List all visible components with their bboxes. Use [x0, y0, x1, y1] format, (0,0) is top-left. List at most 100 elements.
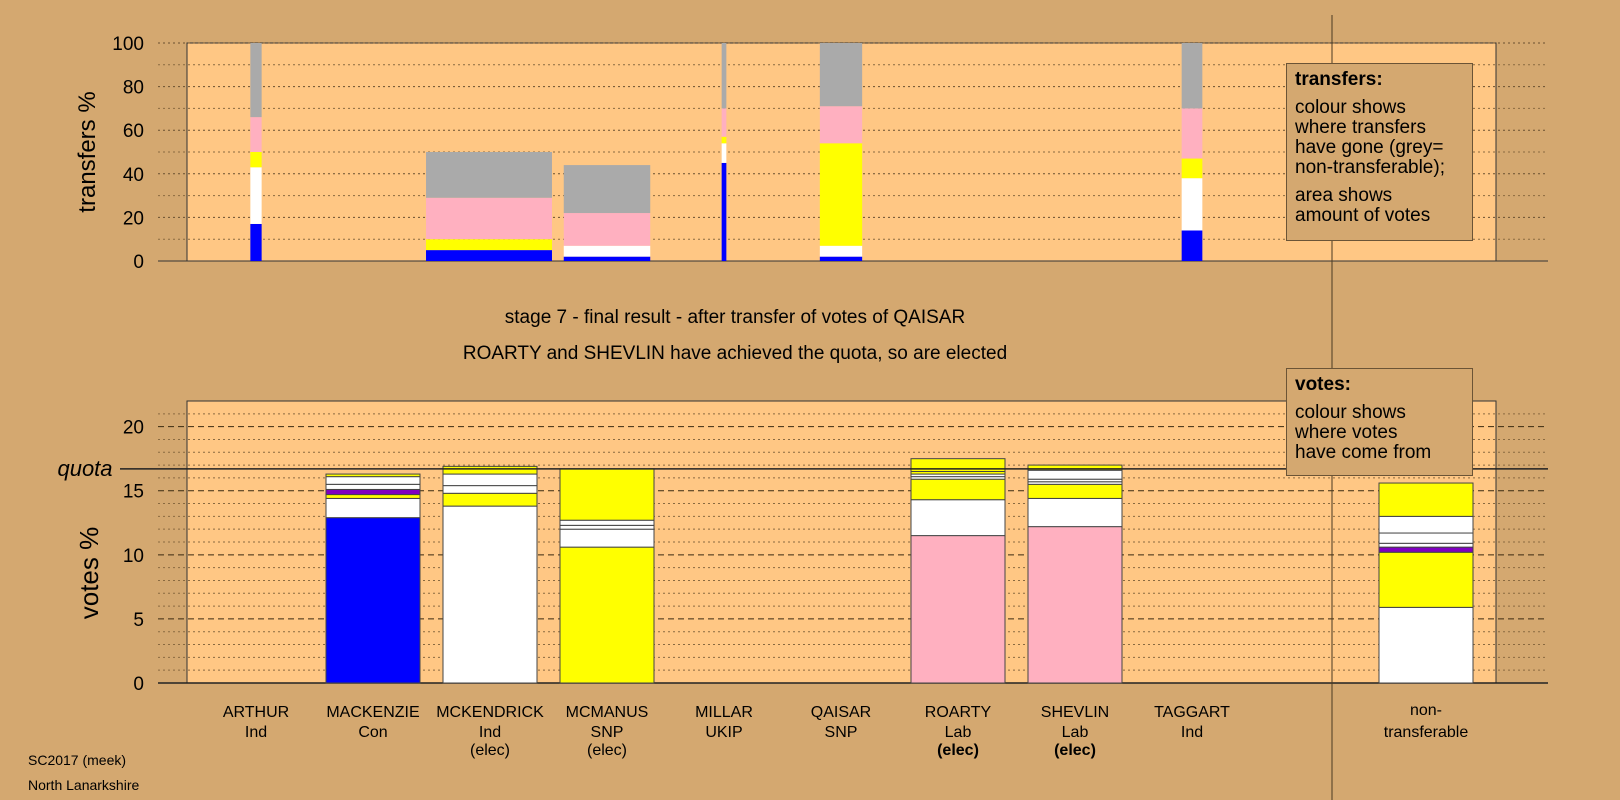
transfer-bar-segment [819, 106, 863, 144]
candidate-name: MCKENDRICK [436, 704, 544, 721]
candidate-party: transferable [1384, 724, 1469, 741]
candidate-party: Lab [1062, 724, 1089, 741]
transfer-bar-segment [721, 43, 727, 109]
transfer-bar-segment [1181, 43, 1203, 109]
elected-marker: (elec) [470, 742, 510, 759]
vote-bar-segment [1378, 606, 1474, 684]
votes-tick-label: 0 [133, 674, 144, 695]
candidate-party: Lab [945, 724, 972, 741]
transfers-legend-title: transfers: [1295, 69, 1383, 90]
vote-bar-segment [442, 492, 538, 507]
votes-axis-label: votes % [74, 527, 104, 620]
vote-bar-segment [1378, 482, 1474, 517]
vote-bar-segment [442, 473, 538, 487]
area-label: North Lanarkshire [28, 777, 139, 793]
vote-bar-segment [910, 535, 1006, 684]
candidate-party: Ind [245, 724, 267, 741]
transfers-legend-line: have gone (grey= [1295, 137, 1444, 158]
votes-tick-label: 10 [123, 546, 144, 567]
votes-chart: 0 5 10 15 20 votes % ARTHUR Ind MACKENZIE Con MCKE… [57, 400, 1548, 759]
votes-legend: votes: colour shows where votes have com… [1286, 368, 1473, 476]
candidate-party: SNP [591, 724, 624, 741]
transfers-tick-label: 80 [123, 78, 144, 99]
transfers-tick-label: 40 [123, 165, 144, 186]
transfer-bar-segment [426, 197, 552, 240]
transfer-bar-segment [426, 152, 552, 198]
candidate-name: MCMANUS [566, 704, 649, 721]
transfers-tick-label: 0 [133, 252, 144, 273]
transfer-bar-segment [1181, 158, 1203, 179]
candidate-name: QAISAR [811, 704, 871, 721]
elected-marker: (elec) [937, 742, 979, 759]
transfers-legend-line: amount of votes [1295, 205, 1431, 226]
candidate-party: Con [358, 724, 387, 741]
vote-bar-segment [1378, 551, 1474, 608]
elected-marker: (elec) [1054, 742, 1096, 759]
vote-bar-segment [325, 517, 421, 684]
candidate-party: Ind [1181, 724, 1203, 741]
transfers-legend: transfers: colour shows where transfers … [1286, 63, 1473, 241]
transfers-legend-line: where transfers [1295, 117, 1426, 138]
vote-bar-segment [1027, 464, 1123, 471]
candidate-name: MILLAR [695, 704, 753, 721]
vote-bar-segment [325, 497, 421, 519]
vote-bar-segment [442, 485, 538, 494]
vote-bar-segment [325, 488, 421, 496]
transfer-bar-segment [721, 162, 727, 261]
transfer-bar-segment [721, 143, 727, 163]
transfer-bar-segment [1181, 178, 1203, 231]
transfer-bar-segment [819, 245, 863, 257]
transfer-bar-segment [819, 256, 863, 261]
transfers-axis-label: transfers % [74, 91, 101, 212]
transfers-chart: 0 20 40 60 80 100 transfers % [74, 34, 1548, 273]
vote-bar-segment [1378, 542, 1474, 548]
vote-bar-segment [559, 546, 655, 684]
transfers-legend-line: colour shows [1295, 97, 1406, 118]
quota-label: quota [57, 456, 112, 481]
votes-legend-title: votes: [1295, 374, 1351, 395]
transfer-bar-segment [819, 143, 863, 246]
vote-bar-segment [1378, 515, 1474, 534]
votes-legend-line: have come from [1295, 442, 1432, 463]
transfers-legend-line: non-transferable); [1295, 157, 1445, 178]
candidate-party: Ind [479, 724, 501, 741]
vote-bar-segment [442, 505, 538, 684]
transfer-bar-segment [721, 136, 727, 144]
transfer-bar-segment [426, 239, 552, 251]
transfer-bar-segment [563, 213, 651, 246]
transfer-bar-segment [1181, 108, 1203, 159]
election-label: SC2017 (meek) [28, 752, 126, 768]
stage-heading: stage 7 - final result - after transfer … [505, 307, 965, 328]
transfer-bar-segment [721, 108, 727, 137]
vote-bar-segment [442, 465, 538, 475]
vote-bar-segment [325, 476, 421, 485]
vote-bar-segment [325, 494, 421, 499]
votes-legend-line: colour shows [1295, 402, 1406, 423]
transfer-bar-segment [250, 223, 262, 261]
transfer-bar-segment [1181, 230, 1203, 261]
vote-bar-segment [1027, 469, 1123, 480]
vote-bar-segment [559, 519, 655, 526]
vote-bar-segment [910, 499, 1006, 537]
candidate-name: ROARTY [925, 704, 992, 721]
transfer-bar-segment [250, 152, 262, 168]
transfer-bar-segment [563, 165, 651, 214]
transfers-legend-line: area shows [1295, 185, 1393, 206]
candidate-name: non- [1410, 702, 1442, 719]
candidate-name: ARTHUR [223, 704, 289, 721]
elected-marker: (elec) [587, 742, 627, 759]
transfers-tick-label: 100 [112, 34, 144, 55]
elected-heading: ROARTY and SHEVLIN have achieved the quo… [463, 343, 1007, 364]
candidate-party: UKIP [705, 724, 742, 741]
vote-bar-segment [1027, 497, 1123, 528]
candidate-name: TAGGART [1154, 704, 1230, 721]
vote-bar-segment [325, 473, 421, 478]
transfer-bar-segment [563, 256, 651, 261]
vote-bar-segment [559, 468, 655, 521]
votes-tick-label: 5 [133, 610, 144, 631]
transfers-tick-label: 60 [123, 121, 144, 142]
vote-bar-segment [559, 528, 655, 548]
transfer-bar-segment [819, 43, 863, 107]
transfer-bar-segment [563, 245, 651, 257]
candidate-name: MACKENZIE [326, 704, 419, 721]
